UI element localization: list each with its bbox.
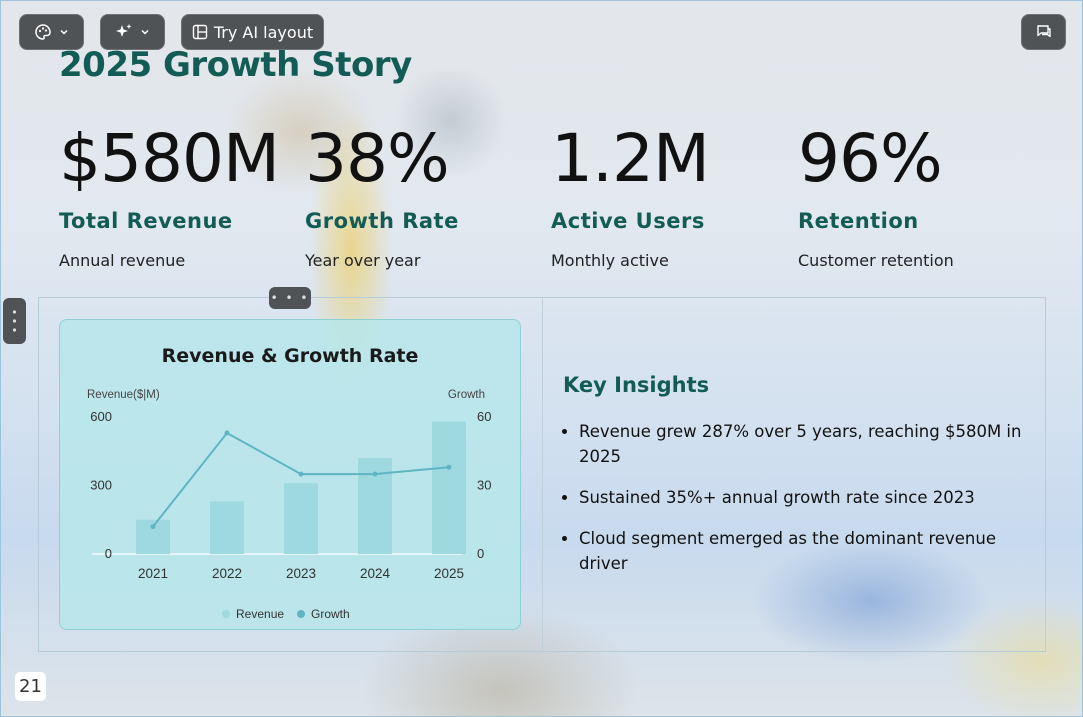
left-tick-label: 300 <box>90 478 112 493</box>
chart-title: Revenue & Growth Rate <box>162 345 419 367</box>
revenue-bar <box>432 421 466 554</box>
stat-card-users[interactable]: 1.2M Active Users Monthly active <box>551 119 801 270</box>
revenue-growth-chart: Revenue & Growth Rate Revenue($|M) Growt… <box>87 345 491 621</box>
stat-value: 38% <box>305 120 450 197</box>
growth-point <box>224 430 230 436</box>
try-ai-layout-label: Try AI layout <box>213 22 314 42</box>
left-axis-label: Revenue($|M) <box>87 389 160 401</box>
stat-description: Customer retention <box>798 251 954 270</box>
insight-item: Cloud segment emerged as the dominant re… <box>579 526 1049 576</box>
stat-label: Active Users <box>551 209 705 233</box>
x-tick-label: 2024 <box>360 566 391 581</box>
legend-label-revenue: Revenue <box>236 607 284 621</box>
column-divider[interactable] <box>542 297 543 652</box>
palette-icon <box>34 24 51 40</box>
slide-title[interactable]: 2025 Growth Story <box>59 45 412 85</box>
comment-icon <box>1036 25 1051 38</box>
side-drag-handle[interactable] <box>3 298 26 344</box>
growth-point <box>150 524 156 530</box>
stat-card-retention[interactable]: 96% Retention Customer retention <box>798 119 1048 270</box>
vertical-dots-icon <box>12 310 17 332</box>
x-tick-label: 2022 <box>212 566 242 581</box>
stat-label: Growth Rate <box>305 209 459 233</box>
block-drag-handle[interactable]: • • • <box>269 287 311 309</box>
legend-label-growth: Growth <box>311 607 350 621</box>
right-tick-label: 0 <box>477 546 484 561</box>
stat-value: 1.2M <box>551 120 710 197</box>
try-ai-layout-button[interactable]: Try AI layout <box>181 14 324 50</box>
chevron-down-icon <box>140 29 149 35</box>
stat-label: Total Revenue <box>59 209 233 233</box>
layout-icon <box>192 24 208 40</box>
right-tick-label: 60 <box>477 409 491 424</box>
x-tick-label: 2025 <box>434 566 464 581</box>
chart-card[interactable]: Revenue & Growth Rate Revenue($|M) Growt… <box>59 319 521 630</box>
legend-swatch-growth <box>297 610 305 618</box>
more-dots-icon: • • • <box>270 291 310 305</box>
growth-point <box>298 471 304 477</box>
insight-item: Revenue grew 287% over 5 years, reaching… <box>579 419 1049 469</box>
right-tick-label: 30 <box>477 478 491 493</box>
theme-menu-button[interactable] <box>19 14 84 50</box>
stat-value: 96% <box>798 120 943 197</box>
growth-point <box>372 471 378 477</box>
growth-point <box>446 464 452 470</box>
stat-card-growth[interactable]: 38% Growth Rate Year over year <box>305 119 555 270</box>
insights-list[interactable]: Revenue grew 287% over 5 years, reaching… <box>561 419 1049 592</box>
stat-description: Monthly active <box>551 251 669 270</box>
page-number-badge: 21 <box>15 672 46 701</box>
comments-button[interactable] <box>1021 14 1066 50</box>
stat-value: $580M <box>59 120 280 197</box>
chart-legend: Revenue Growth <box>222 607 350 621</box>
left-tick-label: 0 <box>105 546 112 561</box>
insights-heading[interactable]: Key Insights <box>563 373 710 397</box>
stat-description: Annual revenue <box>59 251 186 270</box>
stat-description: Year over year <box>305 251 421 270</box>
x-tick-label: 2023 <box>286 566 316 581</box>
ai-menu-button[interactable] <box>100 14 165 50</box>
left-tick-label: 600 <box>90 409 112 424</box>
stat-label: Retention <box>798 209 919 233</box>
x-tick-label: 2021 <box>138 566 168 581</box>
stat-card-revenue[interactable]: $580M Total Revenue Annual revenue <box>59 119 309 270</box>
revenue-bar <box>284 483 318 554</box>
chevron-down-icon <box>59 29 68 35</box>
revenue-bar <box>210 501 244 554</box>
sparkles-icon <box>115 24 131 37</box>
legend-swatch-revenue <box>222 610 230 618</box>
insight-item: Sustained 35%+ annual growth rate since … <box>579 485 1049 510</box>
right-axis-label: Growth <box>448 389 485 401</box>
